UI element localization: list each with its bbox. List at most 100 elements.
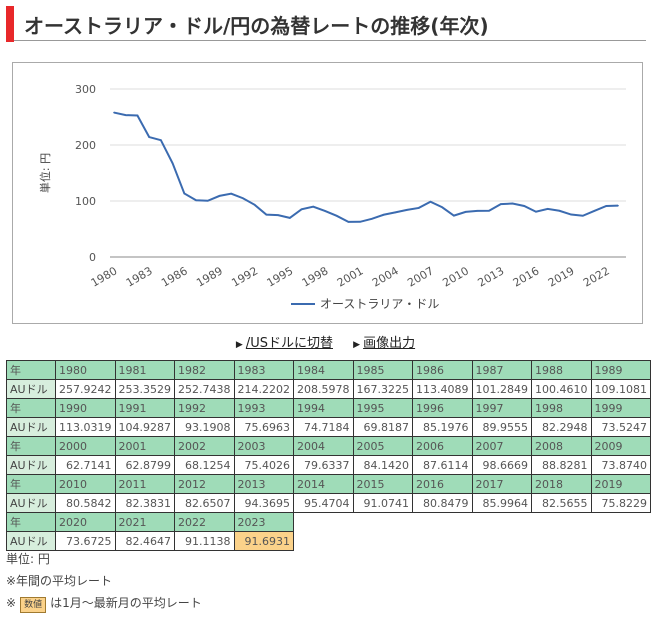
year-cell: 2022 xyxy=(174,512,235,532)
year-cell: 2020 xyxy=(55,512,116,532)
year-row: 年 2000 2001 2002 2003 2004 2005 2006 2007 2008 200… xyxy=(6,436,651,456)
rate-cell: 84.1420 xyxy=(352,455,413,475)
data-point xyxy=(570,213,572,216)
year-cell: 1995 xyxy=(352,398,413,418)
year-row: 年 1990 1991 1992 1993 1994 1995 1996 1997 1998 199… xyxy=(6,398,651,418)
data-point xyxy=(429,200,432,203)
x-tick-label: 1992 xyxy=(229,264,260,289)
rate-cell: 62.7141 xyxy=(55,455,116,475)
year-cell: 2001 xyxy=(114,436,175,456)
data-point xyxy=(230,192,233,195)
year-label: 年 xyxy=(6,512,56,532)
rate-cell: 109.1081 xyxy=(590,379,651,399)
data-point xyxy=(523,205,526,207)
rate-cell: 79.6337 xyxy=(293,455,354,475)
x-tick-label: 2016 xyxy=(511,264,542,289)
rate-cell: 257.9242 xyxy=(55,379,116,399)
data-point xyxy=(312,205,315,208)
triangle-icon: ▶ xyxy=(235,340,243,350)
partial-note: ※ 数値 は1月～最新月の平均レート xyxy=(6,592,202,614)
rate-cell: 73.8740 xyxy=(590,455,651,475)
rate-cell: 113.4089 xyxy=(412,379,473,399)
y-tick-label: 100 xyxy=(75,195,96,208)
data-point xyxy=(441,206,443,209)
rate-cell: 104.9287 xyxy=(114,417,175,437)
rate-cell: 75.8229 xyxy=(590,493,651,513)
year-cell: 1996 xyxy=(412,398,473,418)
rate-cell: 87.6114 xyxy=(412,455,473,475)
average-note: ※年間の平均レート xyxy=(6,574,113,588)
year-cell: 2006 xyxy=(412,436,473,456)
year-label: 年 xyxy=(6,398,56,418)
rate-cell: 73.5247 xyxy=(590,417,651,437)
export-image-label: 画像出力 xyxy=(363,336,416,351)
export-image-link[interactable]: ▶ 画像出力 xyxy=(353,336,415,351)
rate-cell: 94.3695 xyxy=(233,493,294,513)
year-cell: 1986 xyxy=(412,360,473,380)
rate-cell: 88.8281 xyxy=(531,455,592,475)
data-point xyxy=(382,213,385,216)
rate-row: AUドル 113.0319 104.9287 93.1908 75.6963 74.718… xyxy=(6,417,651,437)
rate-cell: 89.9555 xyxy=(471,417,532,437)
year-row: 年 1980 1981 1982 1983 1984 1985 1986 1987 1988 198… xyxy=(6,360,651,380)
year-cell: 2007 xyxy=(471,436,532,456)
year-cell: 2018 xyxy=(531,474,592,494)
rate-cell: 214.2202 xyxy=(233,379,294,399)
data-point xyxy=(488,209,490,212)
year-row: 年 2010 2011 2012 2013 2014 2015 2016 2017 2018 201… xyxy=(6,474,651,494)
year-cell: 2000 xyxy=(55,436,116,456)
rate-cell: 91.0741 xyxy=(352,493,413,513)
year-cell: 2005 xyxy=(352,436,413,456)
data-point xyxy=(347,221,350,223)
data-point xyxy=(406,209,408,211)
data-point xyxy=(417,207,420,209)
year-cell: 2002 xyxy=(174,436,235,456)
rate-cell: 80.5842 xyxy=(55,493,116,513)
x-tick-label: 1983 xyxy=(124,264,155,289)
year-cell: 2011 xyxy=(114,474,175,494)
data-point xyxy=(124,114,127,116)
rate-cell: 100.4610 xyxy=(531,379,592,399)
y-tick-label: 300 xyxy=(75,83,96,96)
page-title: オーストラリア・ドル/円の為替レートの推移(年次) xyxy=(6,6,646,42)
data-point xyxy=(148,136,150,138)
data-point xyxy=(535,210,537,213)
year-cell: 1984 xyxy=(293,360,354,380)
x-tick-label: 2010 xyxy=(440,264,471,289)
currency-label: AUドル xyxy=(6,379,56,399)
year-cell: 2016 xyxy=(412,474,473,494)
switch-usd-link[interactable]: ▶/USドルに切替 xyxy=(236,336,333,351)
rate-row: AUドル 73.6725 82.4647 91.1138 91.6931 xyxy=(6,531,651,551)
year-cell: 2023 xyxy=(233,512,294,532)
year-cell: 2019 xyxy=(590,474,651,494)
y-tick-label: 200 xyxy=(75,139,96,152)
data-point xyxy=(546,208,549,210)
legend-label: オーストラリア・ドル xyxy=(320,297,439,311)
data-point xyxy=(617,204,619,207)
rate-cell: 73.6725 xyxy=(55,531,116,551)
rate-cell: 101.2849 xyxy=(471,379,532,399)
rate-cell: 75.6963 xyxy=(233,417,294,437)
data-point xyxy=(476,210,479,212)
rate-cell: 167.3225 xyxy=(352,379,413,399)
data-point xyxy=(289,217,291,219)
rate-row: AUドル 257.9242 253.3529 252.7438 214.2202 208.… xyxy=(6,379,651,399)
x-tick-label: 1986 xyxy=(159,264,190,289)
data-point xyxy=(605,205,608,207)
rate-cell: 75.4026 xyxy=(233,455,294,475)
year-cell: 1994 xyxy=(293,398,354,418)
y-tick-label: 0 xyxy=(89,251,96,264)
triangle-icon: ▶ xyxy=(353,340,361,350)
series-line xyxy=(113,111,619,223)
year-cell: 1998 xyxy=(531,398,592,418)
year-cell: 1999 xyxy=(590,398,651,418)
rate-cell: 82.6507 xyxy=(174,493,235,513)
year-cell: 1993 xyxy=(233,398,294,418)
year-cell: 2010 xyxy=(55,474,116,494)
rate-cell: 74.7184 xyxy=(293,417,354,437)
data-point xyxy=(324,210,326,212)
year-cell: 1992 xyxy=(174,398,235,418)
switch-usd-label: /USドルに切替 xyxy=(245,336,333,351)
year-label: 年 xyxy=(6,360,56,380)
data-point xyxy=(183,192,186,195)
